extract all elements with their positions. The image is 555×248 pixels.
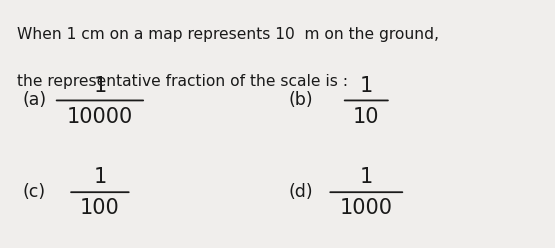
Text: (a): (a) bbox=[22, 92, 46, 109]
Text: 1000: 1000 bbox=[340, 198, 393, 218]
Text: When 1 cm on a map represents 10  m on the ground,: When 1 cm on a map represents 10 m on th… bbox=[17, 27, 438, 42]
Text: 1: 1 bbox=[360, 76, 373, 95]
Text: 1: 1 bbox=[93, 167, 107, 187]
Text: (c): (c) bbox=[22, 183, 46, 201]
Text: 1: 1 bbox=[360, 167, 373, 187]
Text: 10000: 10000 bbox=[67, 107, 133, 126]
Text: the representative fraction of the scale is :: the representative fraction of the scale… bbox=[17, 74, 347, 89]
Text: 10: 10 bbox=[353, 107, 380, 126]
Text: (b): (b) bbox=[289, 92, 313, 109]
Text: (d): (d) bbox=[289, 183, 313, 201]
Text: 1: 1 bbox=[93, 76, 107, 95]
Text: 100: 100 bbox=[80, 198, 120, 218]
